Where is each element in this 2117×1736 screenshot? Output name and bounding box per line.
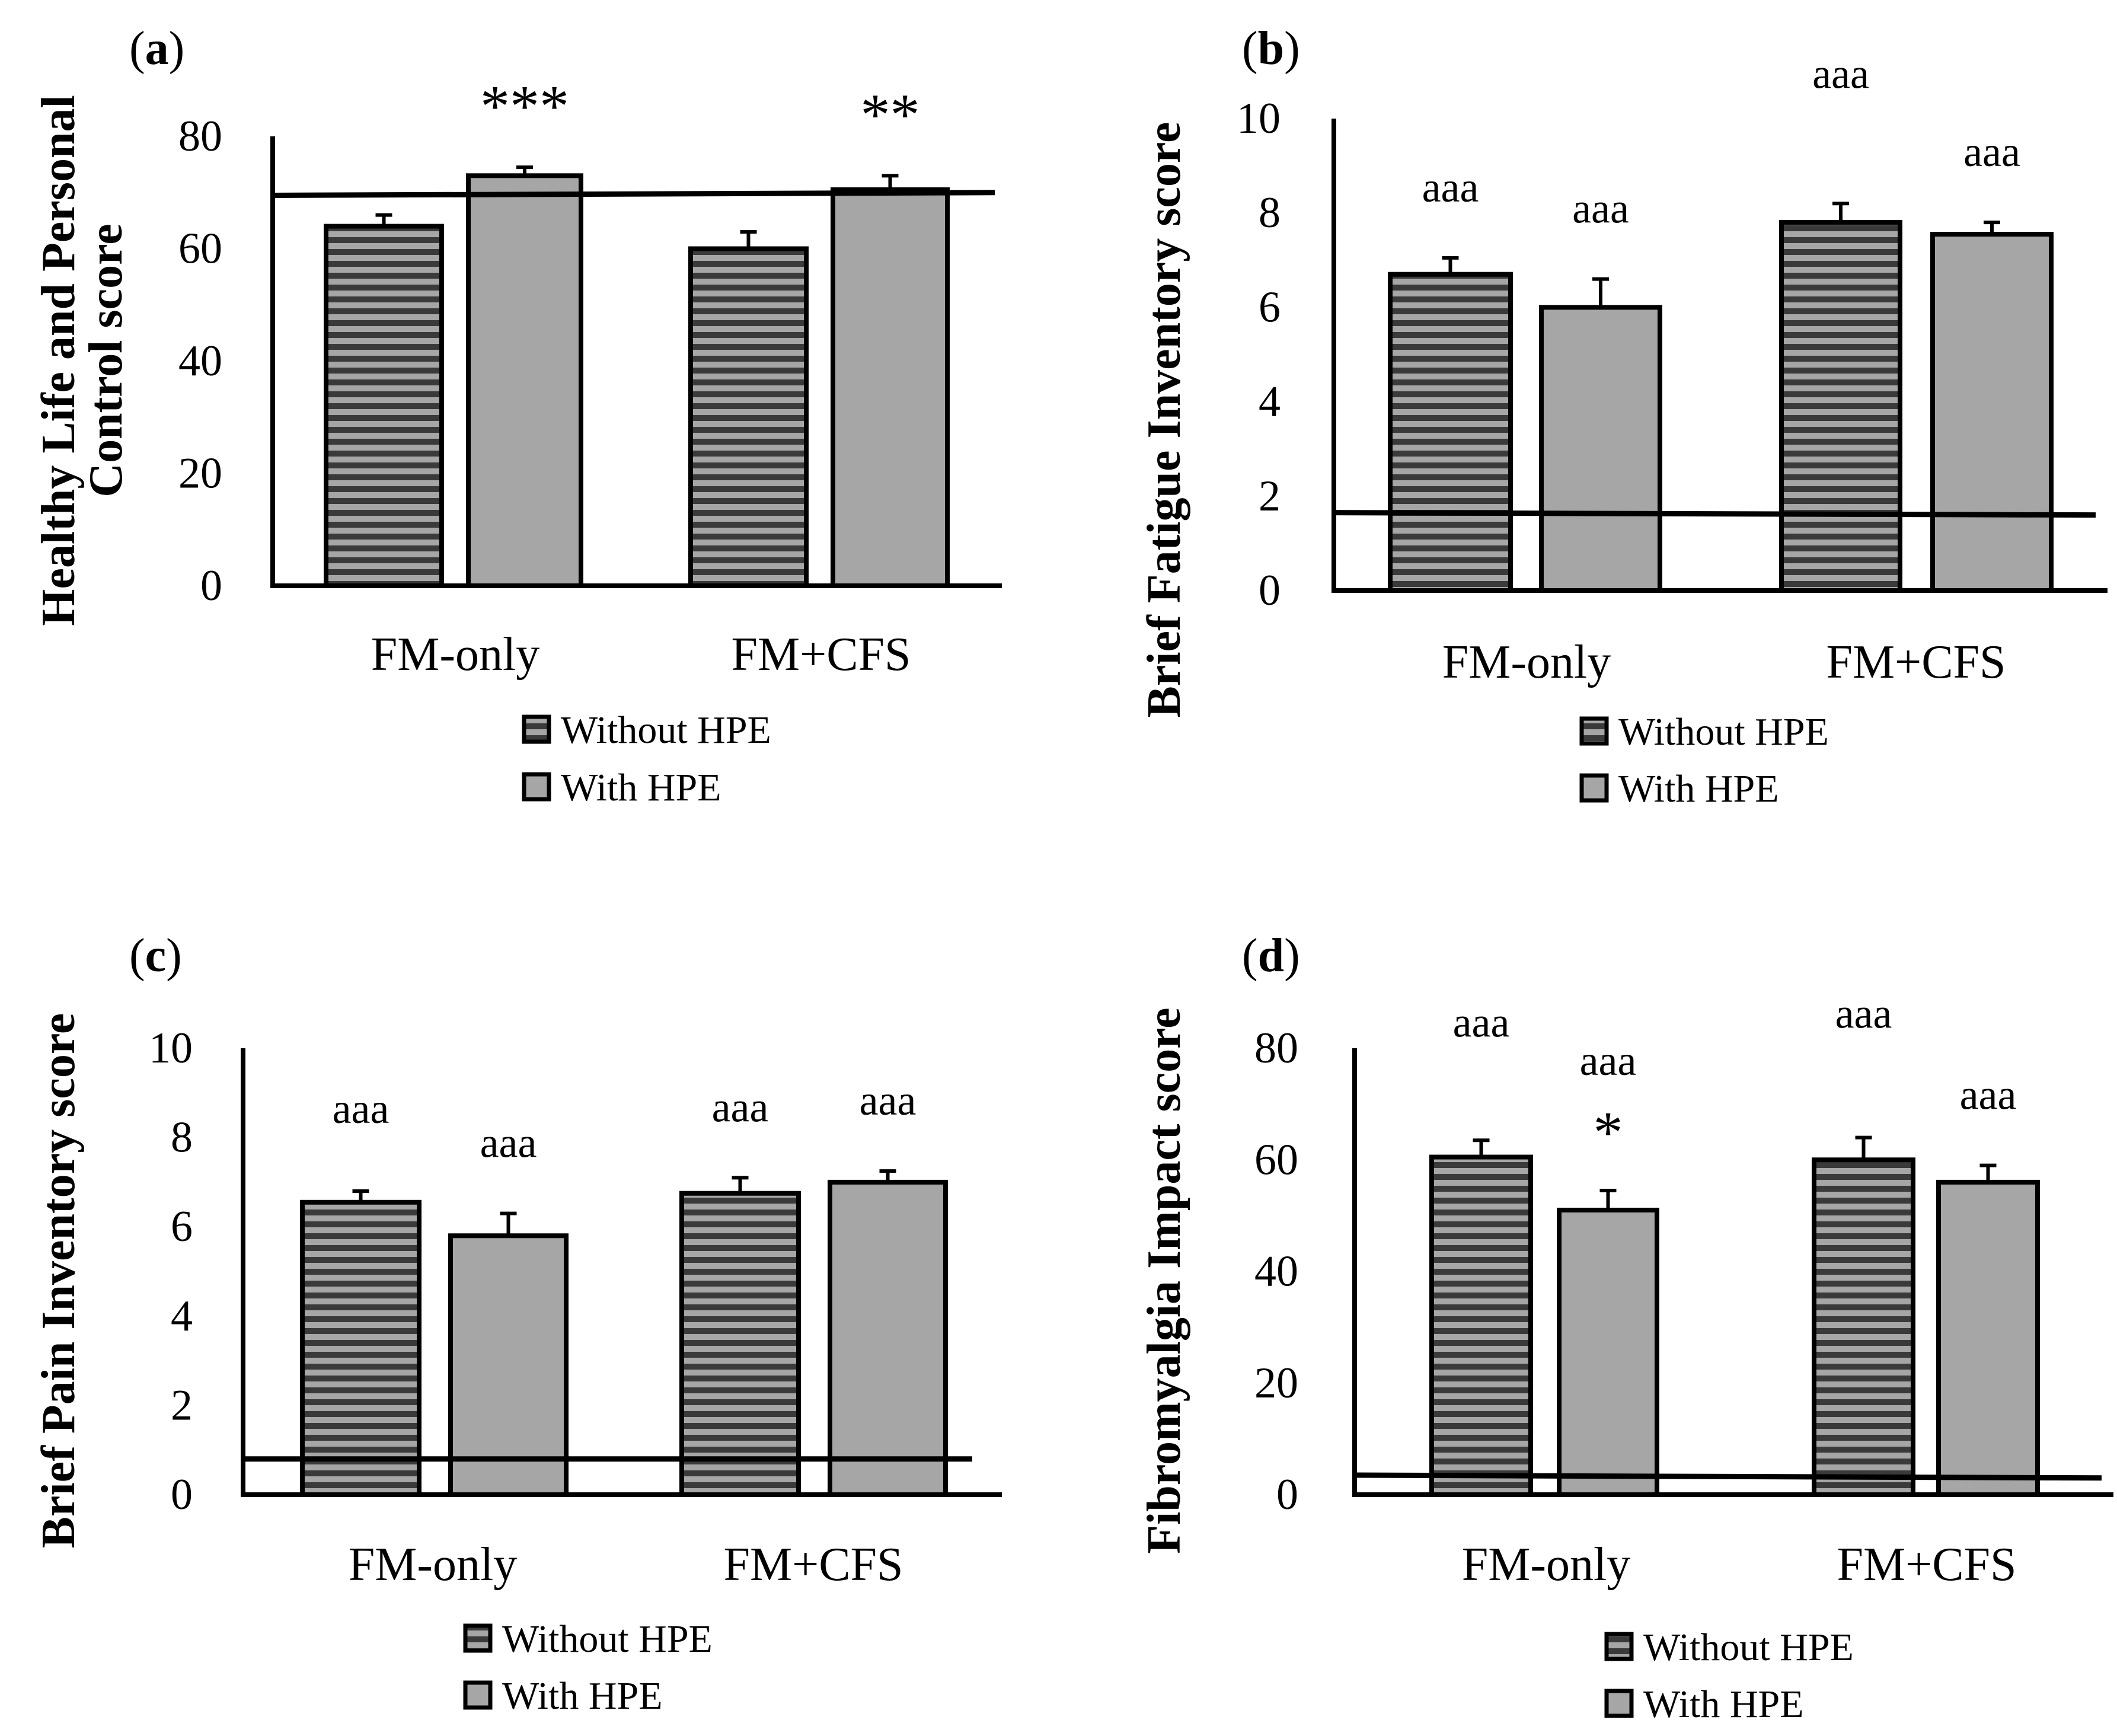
y-tick-label: 4: [171, 1292, 193, 1341]
y-axis-label: Brief Pain Inventory score: [33, 1013, 85, 1549]
reference-line: [1333, 510, 2096, 518]
y-tick-label: 20: [178, 449, 222, 498]
y-tick-label: 20: [1254, 1359, 1298, 1408]
reference-line: [1354, 1472, 2102, 1481]
bar-with-hpe-fm-cfs: [1930, 232, 2054, 593]
panel-label: (d): [1242, 930, 1300, 982]
significance-annotation: aaa: [1572, 185, 1629, 232]
legend-label: Without HPE: [1643, 1626, 1854, 1669]
legend-swatch-without-hpe: [522, 714, 551, 744]
significance-annotation: aaa: [480, 1119, 537, 1167]
x-category-label: FM+CFS: [1837, 1539, 2016, 1591]
significance-annotation: aaa: [860, 1077, 917, 1124]
bar-with-hpe-fm-only: [466, 173, 583, 588]
y-tick-label: 40: [178, 337, 222, 385]
y-tick-label: 8: [171, 1113, 193, 1162]
significance-annotation: aaa: [1835, 990, 1892, 1038]
bar-without-hpe-fm-only: [324, 224, 444, 589]
bar-without-hpe-fm-cfs: [688, 246, 809, 588]
legend-label: Without HPE: [502, 1617, 713, 1661]
y-tick-label: 60: [1254, 1135, 1298, 1184]
significance-annotation: aaa: [333, 1085, 389, 1132]
significance-annotation: aaa: [1960, 1071, 2017, 1119]
y-tick-label: 60: [178, 225, 222, 273]
legend-label: With HPE: [1643, 1683, 1804, 1726]
y-tick-label: 2: [1259, 472, 1281, 521]
bar-without-hpe-fm-only: [1429, 1154, 1533, 1497]
legend-label: Without HPE: [1618, 710, 1829, 754]
y-tick-label: 0: [171, 1470, 193, 1519]
legend-label: With HPE: [561, 766, 721, 809]
bar-with-hpe-fm-cfs: [828, 1179, 948, 1497]
x-category-label: FM-only: [371, 628, 540, 681]
reference-line: [272, 190, 995, 198]
panel-label: (b): [1242, 23, 1300, 75]
significance-annotation: **: [861, 81, 920, 147]
y-tick-label: 40: [1254, 1247, 1298, 1296]
significance-annotation: aaa: [1453, 998, 1510, 1046]
y-axis-label: Control score: [80, 224, 132, 497]
y-tick-label: 10: [149, 1024, 193, 1073]
chart-panel-c: (c) Brief Pain Inventory score 0 2 4 6 8 10 aaa a…: [33, 930, 1002, 1718]
x-category-label: FM+CFS: [723, 1539, 903, 1591]
chart-panel-d: (d) Fibromyalgia Impact score 0 20 40 60 80 aaa…: [1138, 930, 2113, 1726]
y-tick-label: 80: [1254, 1024, 1298, 1073]
y-tick-label: 10: [1237, 94, 1281, 143]
significance-annotation: ***: [480, 73, 569, 139]
x-category-label: FM+CFS: [731, 628, 911, 681]
bar-with-hpe-fm-cfs: [831, 187, 950, 588]
bar-with-hpe-fm-only: [1539, 305, 1662, 593]
panel-label: (c): [129, 930, 182, 982]
legend-label: Without HPE: [561, 709, 771, 752]
y-axis-label: Fibromyalgia Impact score: [1138, 1007, 1190, 1553]
legend-swatch-with-hpe: [463, 1680, 493, 1710]
y-tick-label: 0: [1259, 566, 1281, 615]
x-category-label: FM+CFS: [1826, 636, 2006, 688]
y-tick-label: 6: [171, 1202, 193, 1251]
legend-swatch-with-hpe: [522, 772, 551, 802]
legend-swatch-without-hpe: [1604, 1632, 1634, 1661]
bar-without-hpe-fm-cfs: [1779, 220, 1902, 593]
legend-swatch-without-hpe: [1579, 716, 1609, 746]
bar-without-hpe-fm-cfs: [1812, 1157, 1915, 1497]
bar-with-hpe-fm-only: [1557, 1207, 1659, 1498]
significance-annotation: aaa: [1963, 128, 2020, 175]
x-category-label: FM-only: [1462, 1539, 1631, 1591]
legend-swatch-with-hpe: [1579, 773, 1609, 803]
bar-without-hpe-fm-only: [300, 1199, 422, 1498]
x-category-label: FM-only: [349, 1539, 518, 1591]
bar-without-hpe-fm-cfs: [679, 1191, 801, 1497]
x-category-label: FM-only: [1442, 636, 1611, 688]
y-tick-label: 8: [1259, 189, 1281, 237]
significance-annotation: aaa: [712, 1083, 769, 1131]
chart-panel-b: (b) Brief Fatigue Inventory score 0 2 4 6 8 10 a…: [1138, 23, 2108, 810]
legend-swatch-without-hpe: [463, 1623, 493, 1653]
panel-label: (a): [129, 23, 184, 75]
y-axis-label: Brief Fatigue Inventory score: [1138, 122, 1190, 718]
y-tick-label: 0: [200, 561, 222, 610]
significance-annotation: aaa *: [1580, 1037, 1637, 1165]
bar-without-hpe-fm-only: [1388, 272, 1513, 593]
significance-annotation: aaa: [1422, 164, 1479, 211]
legend-label: With HPE: [502, 1674, 663, 1718]
bar-with-hpe-fm-only: [448, 1233, 569, 1497]
y-tick-label: 0: [1276, 1470, 1298, 1519]
y-tick-label: 2: [171, 1381, 193, 1429]
y-tick-label: 80: [178, 112, 222, 161]
legend-label: With HPE: [1618, 767, 1779, 810]
significance-annotation: aaa: [1812, 50, 1869, 97]
bar-with-hpe-fm-cfs: [1936, 1179, 2040, 1497]
legend-swatch-with-hpe: [1604, 1689, 1634, 1718]
y-tick-label: 6: [1259, 283, 1281, 331]
y-axis-label: Healthy Life and Personal: [33, 95, 85, 626]
y-tick-label: 4: [1259, 378, 1281, 426]
